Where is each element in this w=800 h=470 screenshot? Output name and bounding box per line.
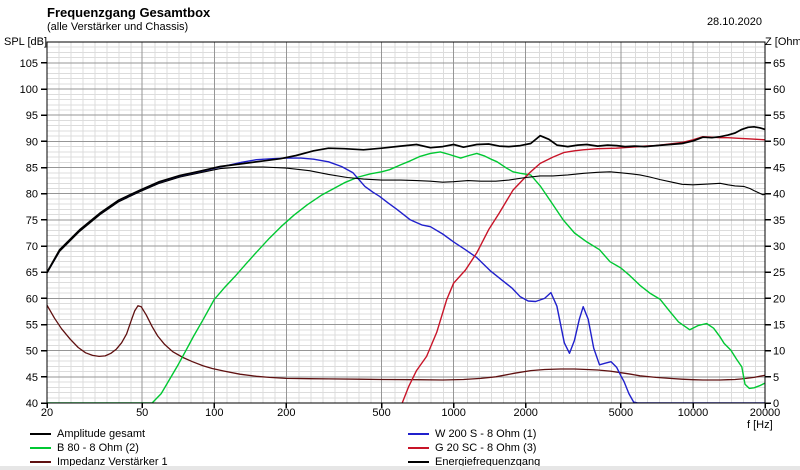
series-amplitude-gesamt: [47, 125, 765, 273]
svg-text:40: 40: [773, 189, 785, 201]
svg-text:50: 50: [773, 136, 785, 148]
legend-color-swatch: [408, 447, 429, 449]
legend-color-swatch: [408, 461, 429, 463]
svg-text:5: 5: [773, 372, 779, 384]
series-curves: [47, 125, 765, 403]
window-edge-strip: [0, 466, 800, 470]
svg-text:25: 25: [773, 267, 785, 279]
legend-item-label: Impedanz Verstärker 1: [57, 456, 168, 468]
svg-text:55: 55: [773, 110, 785, 122]
date-label: 28.10.2020: [706, 16, 762, 28]
axis-ticks: [41, 62, 771, 408]
page-title: Frequenzgang Gesamtbox: [47, 5, 211, 20]
legend-item-label: B 80 - 8 Ohm (2): [57, 442, 139, 454]
svg-text:20000: 20000: [750, 407, 781, 419]
svg-text:10000: 10000: [678, 407, 709, 419]
legend-item: Energiefrequenzgang: [408, 455, 540, 469]
legend-column-2: W 200 S - 8 Ohm (1) G 20 SC - 8 Ohm (3) En…: [408, 427, 540, 469]
svg-text:80: 80: [26, 189, 38, 201]
legend-column-1: Amplitude gesamt B 80 - 8 Ohm (2) Impedanz…: [30, 427, 168, 469]
legend-color-swatch: [30, 447, 51, 449]
axis-tick-labels: 20 50 100 200 500 1000 2000 5000 10000 20000 40 0 45…: [20, 58, 786, 419]
legend-item-label: Amplitude gesamt: [57, 428, 146, 440]
svg-text:50: 50: [136, 407, 148, 419]
legend-color-swatch: [30, 461, 51, 463]
legend-item: W 200 S - 8 Ohm (1): [408, 427, 540, 441]
svg-text:40: 40: [26, 398, 38, 410]
svg-text:45: 45: [26, 372, 38, 384]
svg-text:85: 85: [26, 163, 38, 175]
series-energiefrequenzgang: [47, 166, 765, 274]
series-b-80-8-ohm-2: [47, 151, 765, 403]
svg-text:0: 0: [773, 398, 779, 410]
legend-item: B 80 - 8 Ohm (2): [30, 441, 168, 455]
svg-text:45: 45: [773, 163, 785, 175]
legend-item-label: Energiefrequenzgang: [435, 456, 541, 468]
svg-text:20: 20: [41, 407, 53, 419]
svg-text:20: 20: [773, 293, 785, 305]
series-impedanz-verst-rker-1: [47, 304, 765, 381]
legend-item: Impedanz Verstärker 1: [30, 455, 168, 469]
x-axis-label: f [Hz]: [747, 419, 773, 431]
svg-text:30: 30: [773, 241, 785, 253]
legend-item: Amplitude gesamt: [30, 427, 168, 441]
svg-text:60: 60: [773, 84, 785, 96]
svg-text:95: 95: [26, 110, 38, 122]
svg-text:75: 75: [26, 215, 38, 227]
svg-text:2000: 2000: [513, 407, 537, 419]
legend-item-label: W 200 S - 8 Ohm (1): [435, 428, 537, 440]
minor-gridlines: [47, 42, 765, 403]
svg-text:5000: 5000: [609, 407, 633, 419]
plot-frame: [46, 41, 766, 404]
svg-text:90: 90: [26, 136, 38, 148]
svg-text:1000: 1000: [441, 407, 465, 419]
legend-item-label: G 20 SC - 8 Ohm (3): [435, 442, 537, 454]
page-subtitle: (alle Verstärker und Chassis): [47, 21, 189, 33]
svg-text:105: 105: [20, 58, 38, 70]
svg-text:15: 15: [773, 320, 785, 332]
svg-text:60: 60: [26, 293, 38, 305]
left-axis-label: SPL [dB]: [4, 36, 48, 48]
svg-text:50: 50: [26, 346, 38, 358]
svg-text:100: 100: [205, 407, 223, 419]
svg-text:65: 65: [26, 267, 38, 279]
legend-color-swatch: [30, 433, 51, 435]
series-g-20-sc-8-ohm-3: [401, 135, 765, 403]
svg-text:70: 70: [26, 241, 38, 253]
svg-text:35: 35: [773, 215, 785, 227]
svg-text:500: 500: [372, 407, 390, 419]
svg-text:55: 55: [26, 320, 38, 332]
legend-item: G 20 SC - 8 Ohm (3): [408, 441, 540, 455]
svg-text:200: 200: [277, 407, 295, 419]
svg-text:100: 100: [20, 84, 38, 96]
svg-text:10: 10: [773, 346, 785, 358]
svg-text:65: 65: [773, 58, 785, 70]
right-axis-label: Z [Ohm]: [765, 36, 800, 48]
legend-color-swatch: [408, 433, 429, 435]
